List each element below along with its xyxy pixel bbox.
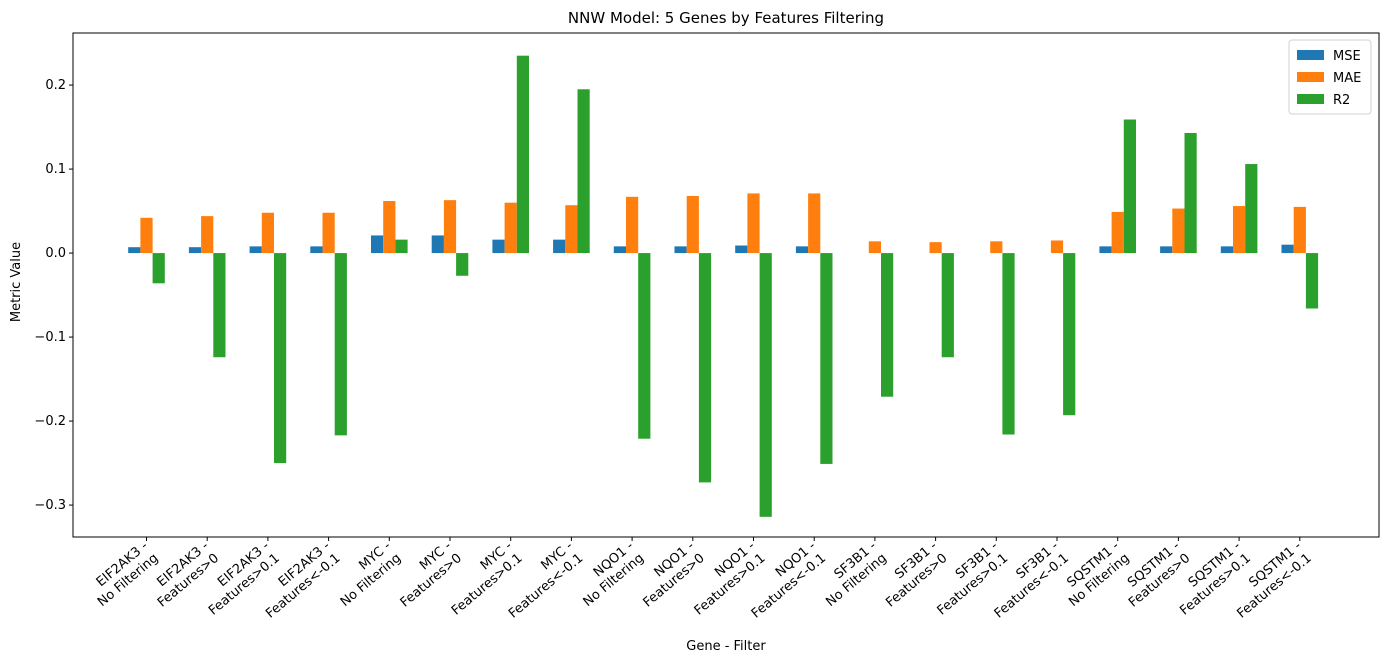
legend-swatch-r2 [1297, 94, 1324, 104]
bar-mae [443, 200, 457, 254]
legend-label-mae: MAE [1333, 71, 1361, 86]
plot-frame [72, 32, 1380, 538]
bar-mae [383, 201, 396, 254]
bar-mse [553, 239, 566, 254]
bar-mae [990, 241, 1003, 254]
bar-mse [735, 245, 748, 254]
bar-r2 [1184, 132, 1197, 254]
bar-r2 [1123, 119, 1136, 254]
bar-mse [310, 246, 323, 254]
bar-mae [1293, 206, 1306, 254]
y-tick-label: −0.1 [34, 330, 66, 345]
chart-title: NNW Model: 5 Genes by Features Filtering [568, 9, 884, 27]
bar-mae [261, 212, 274, 254]
bar-r2 [274, 253, 287, 464]
bar-mae [140, 217, 153, 254]
bar-mae [565, 205, 578, 254]
y-tick-label: −0.3 [34, 498, 66, 513]
bar-mse [492, 239, 505, 254]
bar-r2 [1063, 253, 1076, 416]
y-tick-label: 0.2 [45, 78, 66, 93]
y-tick-label: −0.2 [34, 414, 66, 429]
bar-mse [795, 246, 809, 254]
bar-r2 [941, 253, 954, 358]
bar-mae [504, 202, 517, 254]
bar-mae [1172, 208, 1185, 254]
legend-label-mse: MSE [1333, 49, 1361, 64]
legend-swatch-mse [1297, 50, 1324, 60]
bar-mae [868, 241, 881, 254]
bar-mse [1099, 246, 1112, 254]
bar-mse [613, 246, 626, 254]
bar-mse [1281, 244, 1294, 254]
bar-r2 [1245, 164, 1258, 254]
y-tick-label: 0.0 [45, 246, 66, 261]
bar-r2 [577, 89, 590, 254]
bar-mse [249, 246, 262, 254]
bar-r2 [395, 239, 408, 254]
bar-r2 [881, 253, 894, 397]
bar-mse [674, 246, 687, 254]
bar-mae [1050, 240, 1064, 254]
bar-mae [686, 195, 699, 254]
bar-mae [929, 242, 942, 254]
bar-mse [431, 235, 444, 254]
bar-r2 [213, 253, 226, 358]
bar-r2 [516, 55, 529, 254]
y-axis-label: Metric Value [9, 242, 24, 322]
bar-mae [1233, 206, 1246, 254]
bar-mse [371, 235, 384, 254]
bar-r2 [334, 253, 347, 436]
legend: MSE MAE R2 [1288, 39, 1372, 115]
bar-mae [808, 193, 821, 254]
bar-mae [201, 216, 214, 254]
y-tick-label: 0.1 [45, 162, 66, 177]
bar-mse [1160, 246, 1173, 254]
bar-mae [747, 193, 760, 254]
bar-r2 [638, 253, 651, 439]
bar-mse [128, 247, 141, 254]
bar-r2 [1002, 253, 1015, 435]
bar-mse [1220, 246, 1233, 254]
bar-r2 [152, 253, 165, 284]
legend-swatch-mae [1297, 72, 1324, 82]
bar-r2 [456, 253, 469, 276]
bar-r2 [698, 253, 712, 483]
bar-r2 [1305, 253, 1319, 309]
x-axis-label: Gene - Filter [686, 639, 766, 654]
bar-mae [322, 212, 335, 254]
bar-mae [626, 196, 639, 254]
bar-mse [188, 247, 202, 254]
bar-r2 [820, 253, 833, 464]
bar-r2 [759, 253, 772, 517]
bar-mae [1111, 211, 1124, 254]
legend-label-r2: R2 [1333, 93, 1350, 108]
